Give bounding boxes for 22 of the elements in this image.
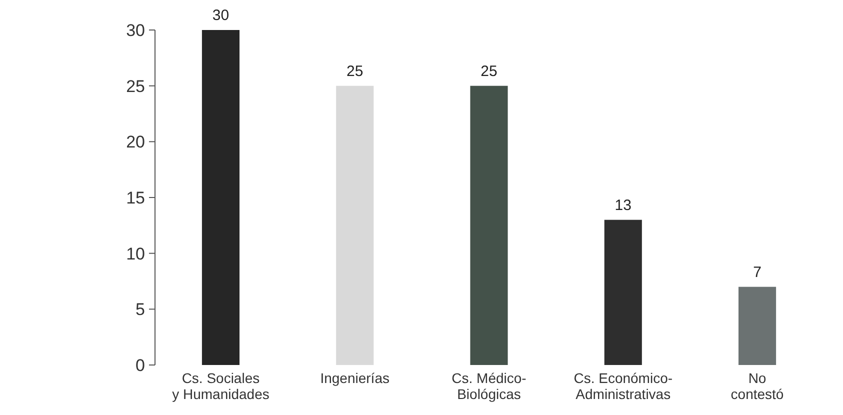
data-label: 25	[346, 62, 364, 80]
bar	[202, 30, 240, 365]
y-tick-label: 10	[126, 244, 145, 264]
y-tick-label: 20	[126, 132, 145, 152]
data-label: 25	[480, 62, 498, 80]
bar	[336, 86, 374, 365]
x-tick-label: No contestó	[730, 370, 784, 402]
bar	[604, 220, 642, 365]
bar	[470, 86, 508, 365]
y-tick-label: 0	[136, 356, 145, 375]
y-tick-label: 25	[126, 76, 145, 96]
y-tick-label: 15	[126, 188, 145, 208]
y-tick-label: 5	[136, 300, 145, 320]
x-tick-label: Cs. Económico- Administrativas	[574, 370, 673, 402]
bar	[738, 286, 776, 365]
y-tick-label: 30	[126, 20, 145, 40]
x-tick-label: Cs. Sociales y Humanidades	[172, 370, 270, 402]
data-label: 30	[212, 7, 230, 24]
data-label: 13	[614, 196, 632, 214]
x-tick-label: Ingenierías	[320, 370, 390, 386]
x-tick-label: Cs. Médico- Biológicas	[452, 370, 527, 402]
data-label: 7	[753, 264, 762, 281]
